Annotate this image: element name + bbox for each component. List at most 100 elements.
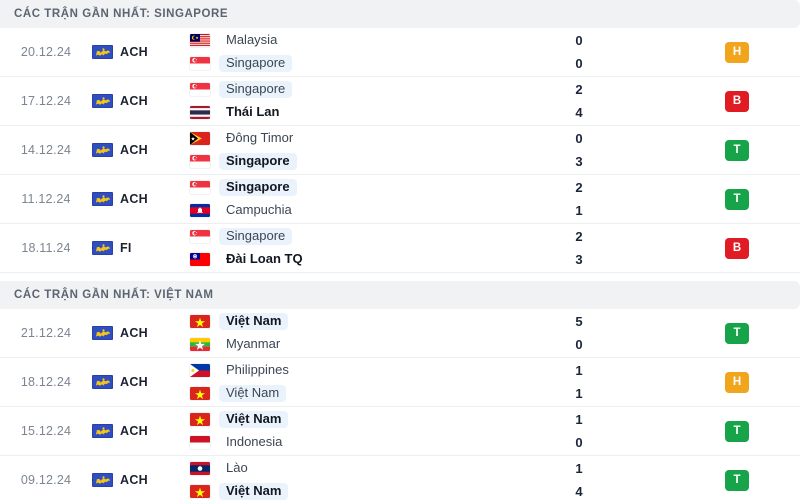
flag-cambodia-icon <box>190 204 210 217</box>
flag-singapore-icon <box>190 155 210 168</box>
match-date: 15.12.24 <box>20 424 72 438</box>
teams-cell: Đông Timor Singapore <box>184 126 484 174</box>
team-line-home[interactable]: Singapore <box>190 81 484 98</box>
competition-cell[interactable]: ACH <box>92 358 184 406</box>
team-line-home[interactable]: Việt Nam <box>190 411 484 428</box>
teams-cell: Việt Nam Myanmar <box>184 309 484 357</box>
aff-championship-icon <box>92 375 113 389</box>
team-line-away[interactable]: Đài Loan TQ <box>190 251 484 268</box>
match-row[interactable]: 15.12.24 ACH Việt Nam Indonesia 1 0 T <box>0 407 800 456</box>
competition-cell[interactable]: ACH <box>92 28 184 76</box>
team-name-away: Myanmar <box>226 336 281 351</box>
team-line-away[interactable]: Indonesia <box>190 434 484 451</box>
team-name-home: Đông Timor <box>226 130 294 145</box>
teams-cell: Lào Việt Nam <box>184 456 484 500</box>
status-badge: T <box>725 322 749 344</box>
flag-laos-icon <box>190 462 210 475</box>
flag-vietnam-icon <box>190 387 210 400</box>
section-header: Các trận gần nhất: Singapore <box>0 0 800 28</box>
team-name-away: Đài Loan TQ <box>226 251 303 266</box>
aff-championship-icon <box>92 192 113 206</box>
team-line-away[interactable]: Singapore <box>190 153 484 170</box>
competition-label: ACH <box>120 375 148 389</box>
match-row[interactable]: 09.12.24 ACH Lào Việt Nam 1 4 T <box>0 456 800 500</box>
score-home: 1 <box>575 411 583 427</box>
result-cell: H <box>674 28 800 76</box>
match-date: 18.11.24 <box>21 241 71 255</box>
match-row[interactable]: 14.12.24 ACH Đông Timor Singapore 0 3 T <box>0 126 800 175</box>
teams-cell: Philippines Việt Nam <box>184 358 484 406</box>
teams-cell: Việt Nam Indonesia <box>184 407 484 455</box>
team-line-away[interactable]: Việt Nam <box>190 385 484 402</box>
team-name-home: Singapore <box>219 81 293 98</box>
competition-cell[interactable]: ACH <box>92 126 184 174</box>
flag-malaysia-icon <box>190 34 210 47</box>
status-badge: H <box>725 371 749 393</box>
result-cell: T <box>674 309 800 357</box>
match-date: 14.12.24 <box>20 143 72 157</box>
team-line-home[interactable]: Việt Nam <box>190 313 484 330</box>
status-badge: B <box>725 237 749 259</box>
aff-championship-icon <box>92 473 113 487</box>
flag-singapore-icon <box>190 230 210 243</box>
team-name-away: Campuchia <box>226 202 292 217</box>
competition-label: FI <box>120 241 132 255</box>
status-badge: T <box>725 188 749 210</box>
match-row[interactable]: 11.12.24 ACH Singapore Campuchia 2 1 T <box>0 175 800 224</box>
teams-cell: Singapore Campuchia <box>184 175 484 223</box>
match-row[interactable]: 17.12.24 ACH Singapore Thái Lan 2 4 B <box>0 77 800 126</box>
team-line-home[interactable]: Singapore <box>190 228 484 245</box>
score-away: 0 <box>575 434 583 450</box>
match-row[interactable]: 18.12.24 ACH Philippines Việt Nam 1 1 H <box>0 358 800 407</box>
competition-label: ACH <box>120 424 148 438</box>
section-header: Các trận gần nhất: Việt Nam <box>0 281 800 309</box>
flag-timor-leste-icon <box>190 132 210 145</box>
team-name-home: Malaysia <box>226 32 278 47</box>
status-badge: B <box>725 90 749 112</box>
team-line-away[interactable]: Campuchia <box>190 202 484 219</box>
flag-singapore-icon <box>190 57 210 70</box>
aff-championship-icon <box>92 94 113 108</box>
result-cell: B <box>674 77 800 125</box>
status-badge: T <box>725 469 749 491</box>
competition-cell[interactable]: ACH <box>92 175 184 223</box>
competition-label: ACH <box>120 192 148 206</box>
score-away: 4 <box>575 104 583 120</box>
team-line-home[interactable]: Đông Timor <box>190 130 484 147</box>
team-line-home[interactable]: Lào <box>190 460 484 477</box>
flag-philippines-icon <box>190 364 210 377</box>
team-line-home[interactable]: Malaysia <box>190 32 484 49</box>
match-row[interactable]: 18.11.24 FI Singapore Đài Loan TQ 2 3 B <box>0 224 800 273</box>
flag-indonesia-icon <box>190 436 210 449</box>
status-badge: H <box>725 41 749 63</box>
team-name-away: Singapore <box>219 153 297 170</box>
team-name-away: Việt Nam <box>219 483 289 500</box>
match-row[interactable]: 21.12.24 ACH Việt Nam Myanmar 5 0 T <box>0 309 800 358</box>
team-name-away: Singapore <box>219 55 293 72</box>
competition-label: ACH <box>120 473 148 487</box>
competition-label: ACH <box>120 94 148 108</box>
competition-cell[interactable]: ACH <box>92 77 184 125</box>
team-line-away[interactable]: Singapore <box>190 55 484 72</box>
competition-cell[interactable]: ACH <box>92 456 184 500</box>
score-away: 3 <box>575 153 583 169</box>
team-line-home[interactable]: Singapore <box>190 179 484 196</box>
score-away: 0 <box>575 55 583 71</box>
teams-cell: Singapore Thái Lan <box>184 77 484 125</box>
competition-cell[interactable]: ACH <box>92 407 184 455</box>
match-date: 20.12.24 <box>20 45 72 59</box>
score-home: 0 <box>575 130 583 146</box>
match-row[interactable]: 20.12.24 ACH Malaysia Singapore 0 0 H <box>0 28 800 77</box>
team-line-home[interactable]: Philippines <box>190 362 484 379</box>
competition-cell[interactable]: FI <box>92 224 184 272</box>
team-name-away: Indonesia <box>226 434 283 449</box>
teams-cell: Malaysia Singapore <box>184 28 484 76</box>
team-line-away[interactable]: Việt Nam <box>190 483 484 500</box>
team-name-home: Việt Nam <box>219 411 289 428</box>
team-line-away[interactable]: Thái Lan <box>190 104 484 121</box>
competition-cell[interactable]: ACH <box>92 309 184 357</box>
flag-singapore-icon <box>190 181 210 194</box>
competition-label: ACH <box>120 45 148 59</box>
team-line-away[interactable]: Myanmar <box>190 336 484 353</box>
